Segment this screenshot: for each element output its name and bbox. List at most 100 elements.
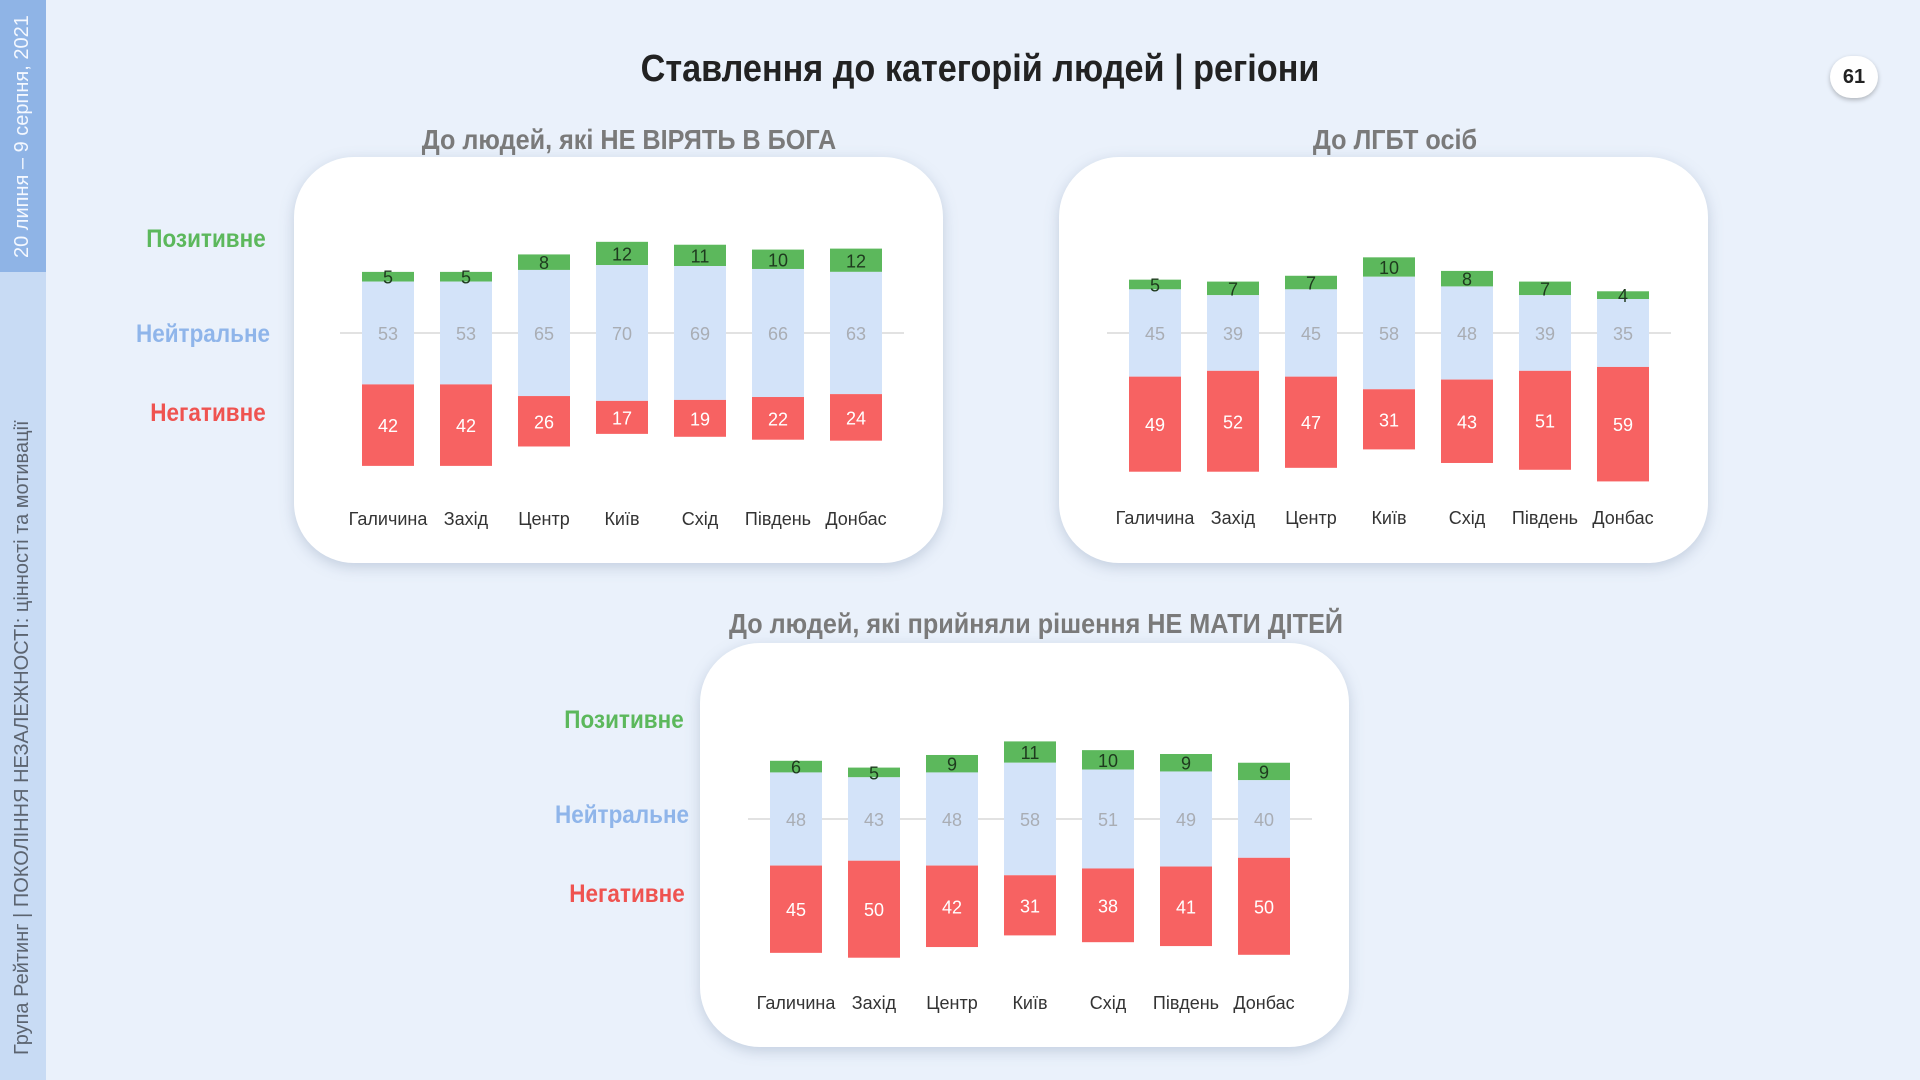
category-label: Донбас xyxy=(1233,993,1294,1013)
bar-neutral xyxy=(1160,771,1212,867)
category-label: Київ xyxy=(1012,993,1047,1013)
bar-neutral xyxy=(848,777,900,861)
bar-negative xyxy=(1004,875,1056,936)
bar-negative xyxy=(770,865,822,953)
legend-neutral: Нейтральне xyxy=(135,320,271,348)
page-number: 61 xyxy=(1830,56,1878,98)
chart-2: 6 48 45 Галичина 5 43 50 Захід 9 48 42 Центр 11 58 31 К… xyxy=(748,741,1312,1013)
label-negative: 51 xyxy=(1535,411,1555,431)
label-neutral: 51 xyxy=(1098,810,1118,830)
category-label: Центр xyxy=(926,993,978,1013)
label-neutral: 48 xyxy=(942,810,962,830)
page-title: Ставлення до категорій людей | регіони xyxy=(640,48,1320,90)
label-positive: 11 xyxy=(1021,743,1040,763)
label-neutral: 53 xyxy=(456,324,476,344)
bar-positive xyxy=(1207,281,1259,296)
bar-neutral xyxy=(1082,769,1134,869)
label-positive: 5 xyxy=(461,268,471,288)
bar-positive xyxy=(440,271,492,282)
bar-negative xyxy=(1238,857,1290,955)
label-negative: 50 xyxy=(1254,897,1274,917)
label-positive: 10 xyxy=(768,250,788,270)
bar-neutral xyxy=(1129,289,1181,377)
label-neutral: 66 xyxy=(768,324,788,344)
label-negative: 26 xyxy=(534,412,554,432)
label-positive: 5 xyxy=(383,268,393,288)
bar-negative xyxy=(518,396,570,447)
sidebar-date-block xyxy=(0,0,46,272)
label-negative: 45 xyxy=(786,900,806,920)
chart-title-atheists: До людей, які НЕ ВІРЯТЬ В БОГА xyxy=(421,124,837,155)
bar-neutral xyxy=(1519,295,1571,371)
bar-neutral xyxy=(362,281,414,385)
label-neutral: 48 xyxy=(1457,324,1477,344)
bar-positive xyxy=(1238,762,1290,781)
bar-negative xyxy=(1082,868,1134,943)
label-positive: 5 xyxy=(869,763,879,783)
bar-positive xyxy=(1363,257,1415,277)
bar-negative xyxy=(362,384,414,466)
category-label: Захід xyxy=(444,509,489,529)
label-neutral: 58 xyxy=(1379,324,1399,344)
bar-positive xyxy=(518,254,570,270)
bar-negative xyxy=(830,394,882,441)
bar-neutral xyxy=(752,268,804,398)
label-positive: 9 xyxy=(947,755,957,775)
label-neutral: 45 xyxy=(1301,324,1321,344)
label-neutral: 35 xyxy=(1613,324,1633,344)
label-negative: 50 xyxy=(864,900,884,920)
category-label: Південь xyxy=(745,509,811,529)
label-positive: 10 xyxy=(1098,751,1118,771)
legend-positive-2: Позитивне xyxy=(564,706,684,734)
label-negative: 42 xyxy=(942,897,962,917)
bar-negative xyxy=(1363,389,1415,450)
label-positive: 9 xyxy=(1181,754,1191,774)
bar-positive xyxy=(830,248,882,272)
category-label: Галичина xyxy=(757,993,837,1013)
label-positive: 7 xyxy=(1540,279,1550,299)
bar-positive xyxy=(770,760,822,773)
label-negative: 22 xyxy=(768,409,788,429)
label-neutral: 48 xyxy=(786,810,806,830)
bar-neutral xyxy=(1363,276,1415,390)
bar-positive xyxy=(848,767,900,778)
category-label: Галичина xyxy=(1116,508,1196,528)
category-label: Галичина xyxy=(349,509,429,529)
label-neutral: 69 xyxy=(690,324,710,344)
label-neutral: 58 xyxy=(1020,810,1040,830)
label-negative: 42 xyxy=(378,416,398,436)
bar-negative xyxy=(1597,366,1649,482)
bar-neutral xyxy=(1207,295,1259,371)
label-positive: 7 xyxy=(1306,274,1316,294)
bar-neutral xyxy=(518,269,570,397)
bar-neutral xyxy=(674,266,726,400)
label-positive: 11 xyxy=(691,246,710,266)
category-label: Київ xyxy=(604,509,639,529)
label-negative: 42 xyxy=(456,416,476,436)
legend-positive: Позитивне xyxy=(146,225,266,253)
bar-neutral xyxy=(830,271,882,395)
bar-negative xyxy=(752,397,804,440)
label-negative: 43 xyxy=(1457,412,1477,432)
label-positive: 12 xyxy=(612,244,632,264)
bar-neutral xyxy=(926,772,978,866)
label-positive: 5 xyxy=(1150,276,1160,296)
bar-positive xyxy=(1441,270,1493,287)
label-negative: 41 xyxy=(1176,897,1196,917)
bar-negative xyxy=(926,865,978,948)
bar-negative xyxy=(1285,376,1337,468)
chart-1: 54549Галичина73952Захід74547Центр105831К… xyxy=(1107,257,1671,528)
label-neutral: 39 xyxy=(1535,324,1555,344)
bar-positive xyxy=(362,271,414,282)
category-label: Центр xyxy=(518,509,570,529)
label-negative: 19 xyxy=(690,409,710,429)
label-positive: 7 xyxy=(1228,279,1238,299)
bar-neutral xyxy=(596,265,648,401)
chart-title-lgbt: До ЛГБТ осіб xyxy=(1312,124,1478,155)
bar-negative xyxy=(1160,866,1212,947)
bar-negative xyxy=(1207,370,1259,472)
bar-positive xyxy=(674,244,726,267)
label-positive: 9 xyxy=(1259,762,1269,782)
label-neutral: 43 xyxy=(864,810,884,830)
